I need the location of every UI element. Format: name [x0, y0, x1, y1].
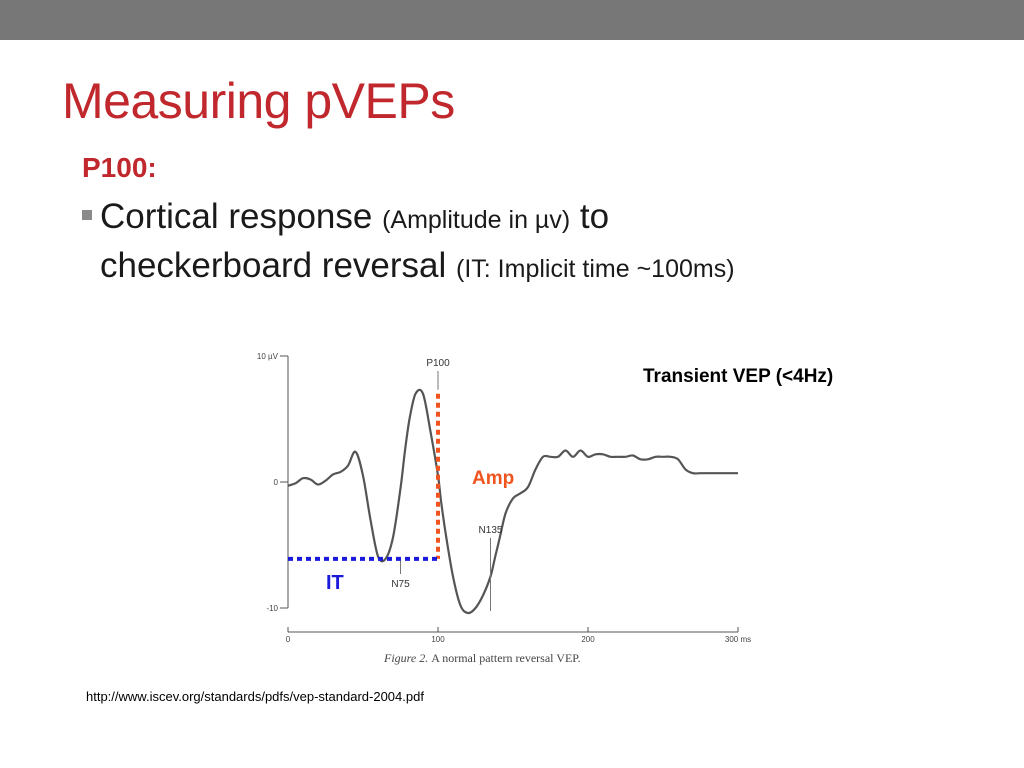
y-tick-label: 10 µV	[257, 352, 279, 361]
peak-label: P100	[426, 358, 450, 369]
transient-vep-note: Transient VEP (<4Hz)	[643, 366, 833, 387]
bullet-text-note: (IT: Implicit time ~100ms)	[456, 255, 735, 283]
top-bar	[0, 0, 1024, 40]
source-link[interactable]: http://www.iscev.org/standards/pdfs/vep-…	[86, 689, 424, 704]
bullet-text: Cortical response (Amplitude in µv) to c…	[100, 194, 920, 292]
bullet-square-icon	[82, 210, 92, 220]
x-tick-label: 100	[431, 635, 445, 644]
figure-caption: Figure 2. A normal pattern reversal VEP.	[383, 651, 581, 665]
x-tick-label: 200	[581, 635, 595, 644]
y-tick-label: 0	[274, 478, 279, 487]
chart-axes: 10 µV 0 -10 0 100 200 300 ms Figure 2. A normal…	[257, 352, 751, 665]
bullet-text-part: Cortical response	[100, 197, 373, 236]
subheading: P100:	[82, 152, 157, 183]
chart-annotations: P100 N75 N135 Amp IT Transient VEP (<4Hz)	[288, 358, 833, 612]
bullet-text-note: (Amplitude in µv)	[382, 206, 571, 234]
y-tick-label: -10	[266, 604, 278, 613]
amplitude-label: Amp	[472, 468, 514, 489]
implicit-time-label: IT	[326, 572, 344, 594]
vep-waveform-line	[287, 388, 738, 615]
x-tick-label: 300 ms	[725, 635, 751, 644]
bullet-text-part: to	[579, 197, 610, 236]
peak-label: N135	[479, 525, 503, 536]
chart-series	[287, 388, 738, 615]
peak-label: N75	[391, 579, 410, 590]
x-tick-label: 0	[286, 635, 291, 644]
slide-title: Measuring pVEPs	[62, 73, 455, 129]
bullet-text-part: checkerboard reversal	[100, 246, 447, 285]
